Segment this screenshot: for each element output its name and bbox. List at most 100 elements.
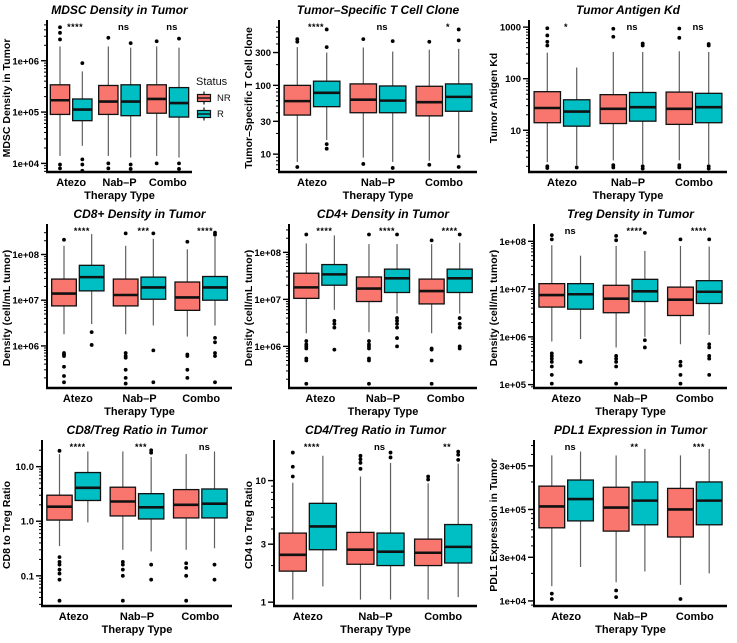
significance-label: ns [199,442,210,453]
plot-mdsc-density: MDSC Density in Tumor MDSC Density in Tum… [1,3,192,202]
outlier-point [549,591,554,596]
box-r [444,523,473,564]
x-category-label: Nab–P [613,393,647,405]
outlier-point [456,38,461,43]
outlier-point [324,146,329,151]
outlier-point [358,466,363,471]
x-category-label: Atezo [293,611,323,623]
x-category-label: Atezo [297,177,327,189]
outlier-point [106,161,111,166]
legend-title: Status [196,76,228,88]
outlier-point [361,37,366,42]
outlier-point [62,237,66,242]
outlier-point [185,239,190,244]
x-category-label: Atezo [305,393,335,405]
box-nr [293,272,320,300]
outlier-point [426,474,431,479]
panel-title: Tumor Antigen Kd [576,3,681,17]
x-category-label: Nab–P [361,177,395,189]
outlier-point [120,573,125,578]
outlier-point [426,477,431,482]
outlier-point [57,555,62,560]
outlier-point [456,457,461,462]
outlier-point [151,380,156,385]
outlier-point [80,61,85,65]
y-axis-label: Density (cell/mL tumor) [488,250,500,367]
y-axis-label: Tumor–Specific T Cell Clone [243,27,255,169]
outlier-point [184,565,189,570]
outlier-point [707,372,712,377]
outlier-point [80,162,85,167]
plot-t-cell-clone: Tumor–Specific T Cell Clone Tumor–Specifi… [243,3,477,202]
y-tick-label: 10 [510,126,521,137]
outlier-point [395,232,399,237]
y-tick-label: 1e+05 [12,108,39,119]
significance-label: ns [374,442,385,453]
outlier-point [642,345,647,350]
outlier-point [290,450,295,455]
significance-label: **** [626,226,642,236]
x-category-label: Combo [425,177,463,189]
outlier-point [456,449,461,454]
y-tick-label: 1e+07 [12,296,39,307]
outlier-point [367,358,371,363]
outlier-point [57,562,62,567]
outlier-point [185,354,190,358]
y-tick-label: 1e+05 [499,380,526,391]
outlier-point [58,166,62,171]
y-tick-label: 1e+05 [499,505,526,516]
outlier-point [123,367,128,372]
outlier-point [707,353,712,358]
outlier-point [128,162,133,167]
outlier-point [427,162,432,167]
box-nr [349,83,378,114]
outlier-point [80,168,85,173]
x-category-label: Nab–P [611,177,645,189]
x-category-label: Atezo [63,393,93,405]
outlier-point [390,166,395,170]
y-tick-label: 1e+07 [499,285,526,296]
legend-item-r: R [196,107,231,121]
y-tick-label: 1e+06 [12,341,39,352]
x-axis-title: Therapy Type [595,624,666,636]
outlier-point [62,364,66,369]
outlier-point [549,359,554,364]
panel-cd4-treg-ratio: CD4/Treg Ratio in Tumor CD4 to Treg Ratio… [242,420,487,638]
outlier-point [677,165,682,170]
outlier-point [456,452,461,457]
x-axis-title: Therapy Type [343,190,414,202]
outlier-point [395,316,399,320]
x-category-label: Nab–P [613,611,647,623]
outlier-point [429,358,434,363]
outlier-point [429,238,434,243]
outlier-point [185,367,190,372]
panel-title: CD8+ Density in Tumor [73,207,206,221]
outlier-point [184,561,189,566]
outlier-point [367,339,371,343]
outlier-point [611,165,616,170]
outlier-point [678,363,683,368]
outlier-point [678,597,683,601]
outlier-point [213,340,217,345]
outlier-point [614,356,619,361]
plot-treg-density: Treg Density in Tumor Density (cell/mL tu… [488,207,727,418]
box-nr [666,286,694,317]
significance-label: **** [70,442,86,452]
outlier-point [549,597,554,601]
outlier-point [57,571,62,576]
significance-label: **** [316,226,332,236]
y-tick-label: 1e+08 [499,237,526,248]
outlier-point [457,316,462,320]
y-axis-label: PDL1 Expression in Tumor [488,458,500,591]
x-category-label: Nab–P [122,393,156,405]
outlier-point [614,381,619,386]
y-tick-label: 100 [505,74,521,85]
outlier-point [80,157,85,162]
x-category-label: Atezo [59,611,89,623]
legend-key-boxplot-icon [196,107,212,121]
y-tick-label: 0.1 [21,571,35,582]
outlier-point [58,162,62,167]
outlier-point [361,162,366,166]
outlier-point [429,381,434,386]
